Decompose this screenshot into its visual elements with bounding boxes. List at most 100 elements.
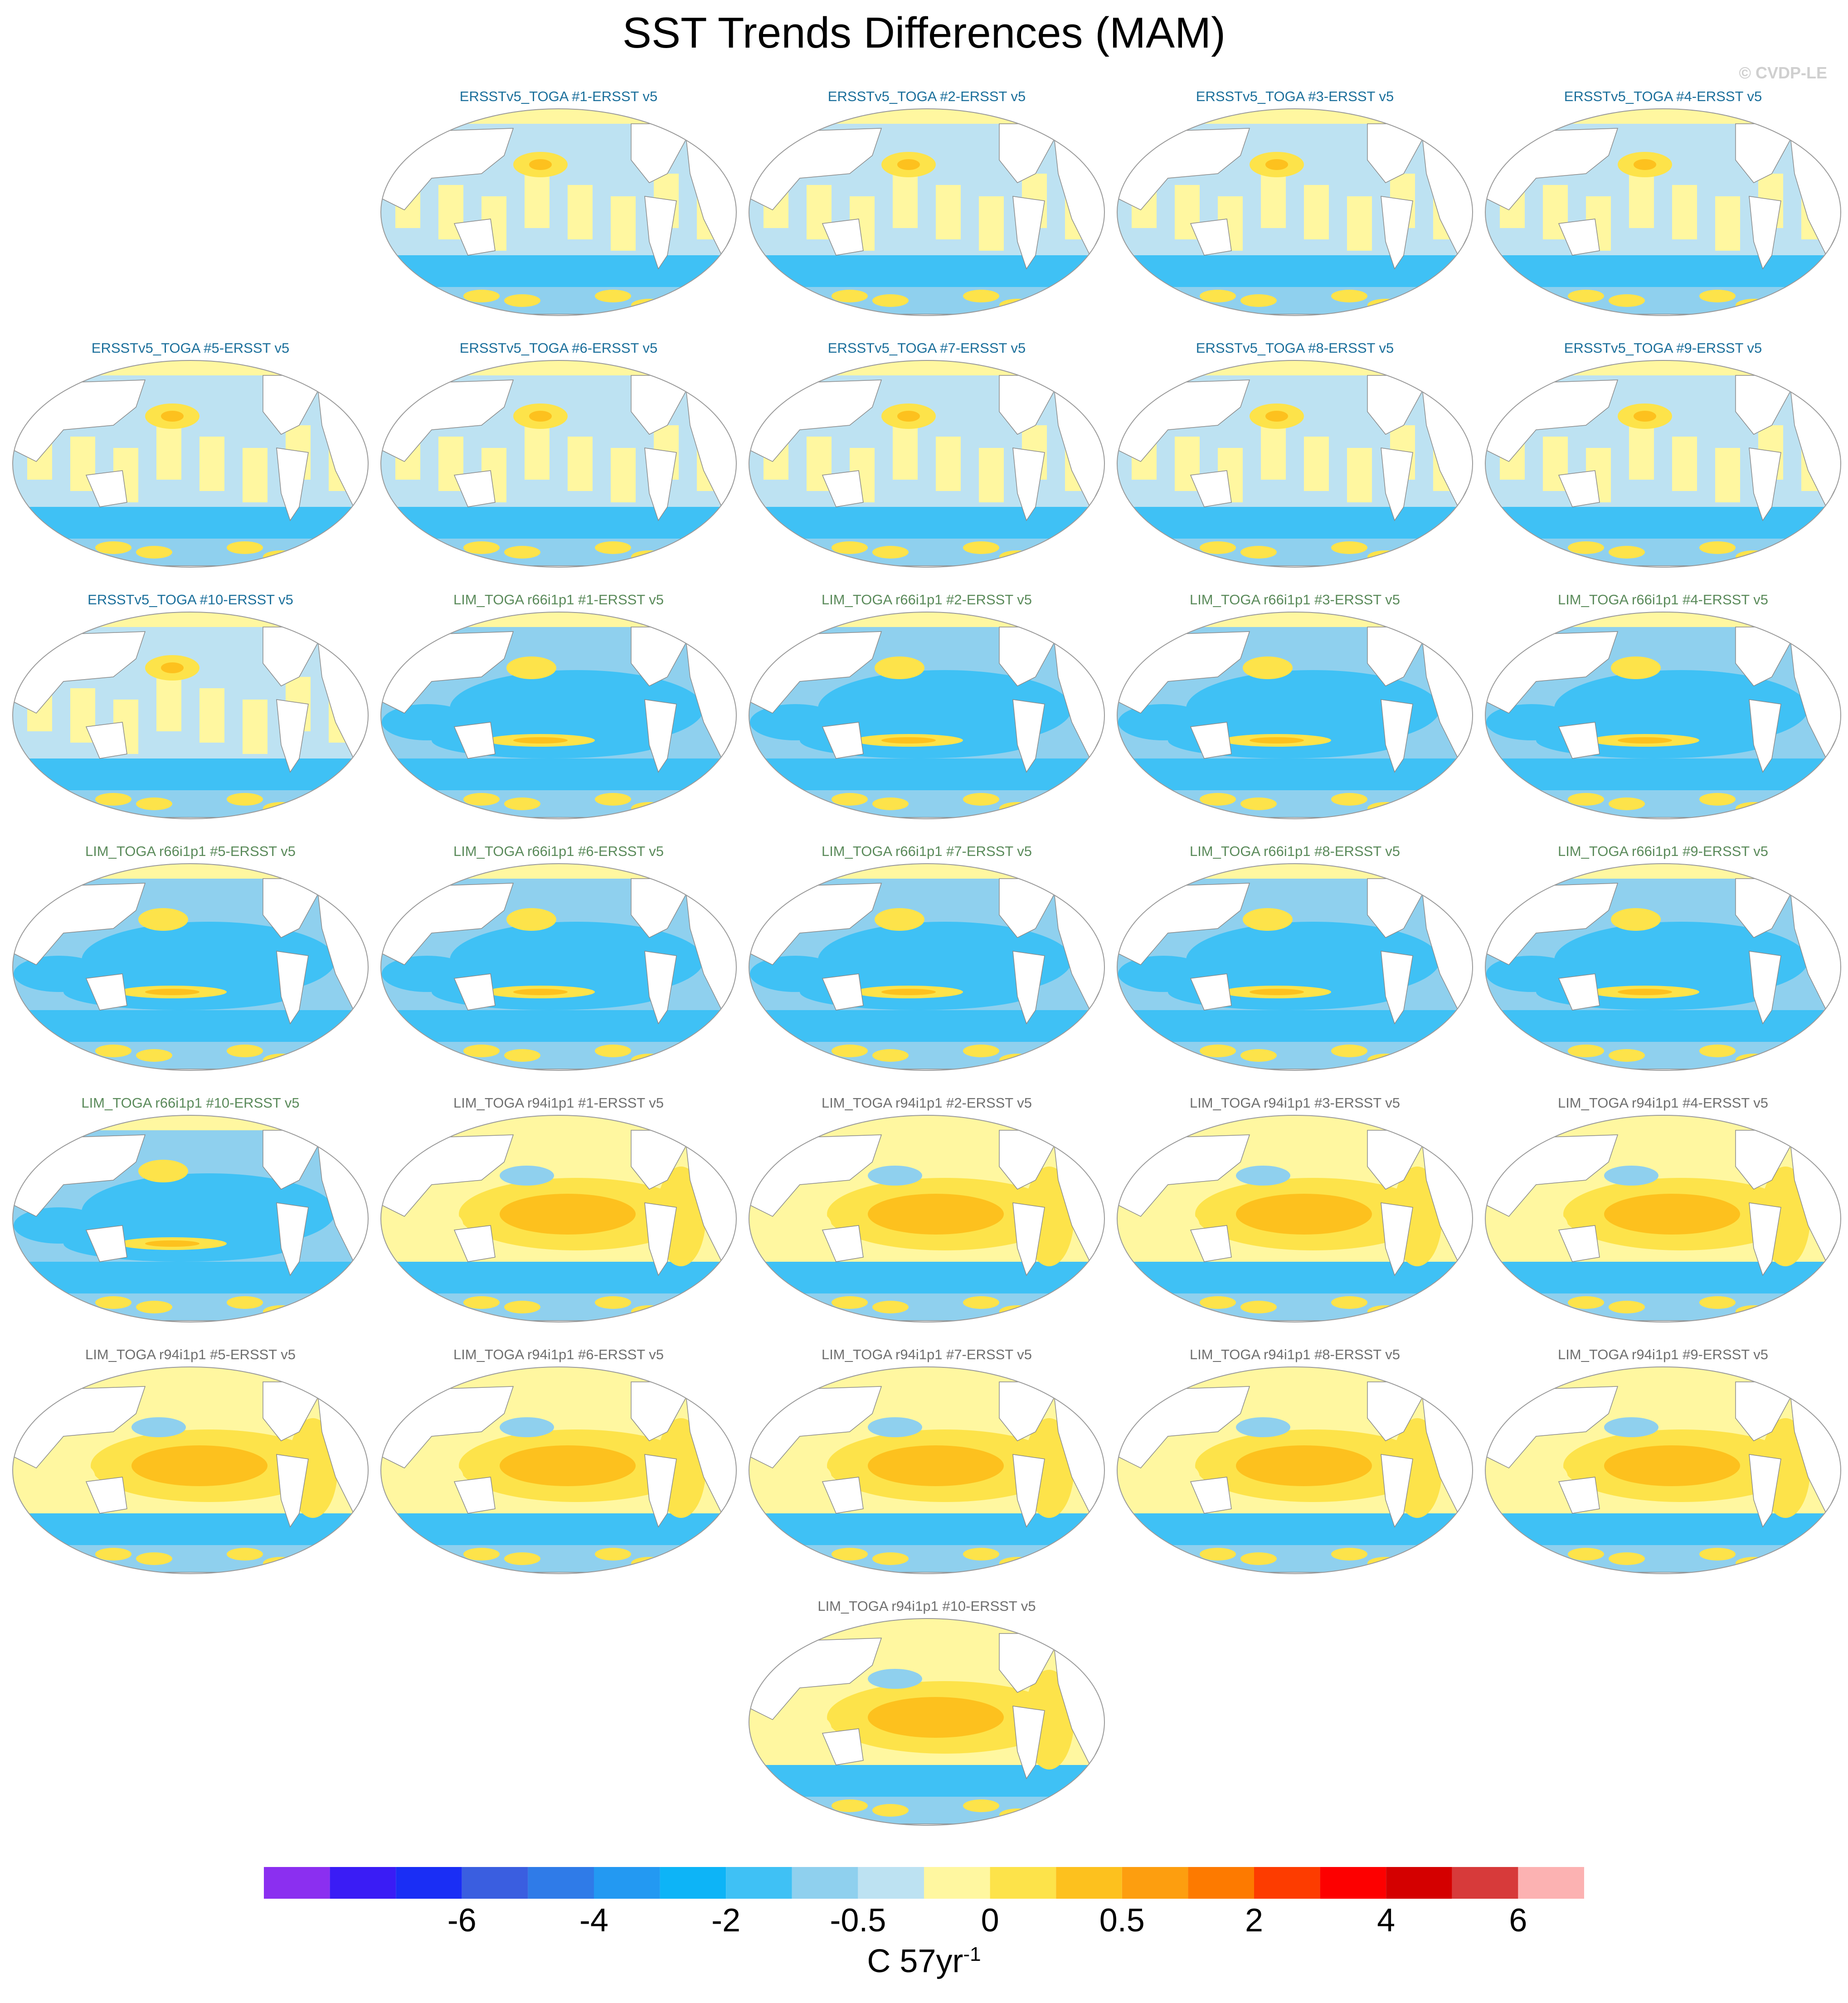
colorbar-swatch [1254,1867,1320,1899]
map-panel: LIM_TOGA r94i1p1 #10-ERSST v5 [745,1598,1108,1834]
panel-title: LIM_TOGA r66i1p1 #8-ERSST v5 [1189,843,1401,859]
colorbar-tick-label: 6 [1509,1902,1527,1939]
map-panel: LIM_TOGA r66i1p1 #4-ERSST v5 [1482,592,1844,827]
map-panel: LIM_TOGA r94i1p1 #5-ERSST v5 [9,1347,372,1582]
sst-trend-map [1485,612,1841,819]
map-panel: LIM_TOGA r66i1p1 #6-ERSST v5 [377,843,740,1079]
map-panel: ERSSTv5_TOGA #7-ERSST v5 [745,340,1108,576]
sst-trend-map [380,1366,737,1574]
map-panel: ERSSTv5_TOGA #10-ERSST v5 [9,592,372,827]
panel-title: LIM_TOGA r94i1p1 #7-ERSST v5 [821,1347,1032,1362]
sst-trend-map [380,108,737,316]
colorbar-swatch [924,1867,990,1899]
panel-title: LIM_TOGA r94i1p1 #1-ERSST v5 [453,1095,664,1111]
sst-trend-map [380,612,737,819]
colorbar-units: C 57yr-1 [0,1943,1848,1980]
map-panel: LIM_TOGA r66i1p1 #5-ERSST v5 [9,843,372,1079]
colorbar-swatch [726,1867,792,1899]
panel-title: LIM_TOGA r66i1p1 #4-ERSST v5 [1557,592,1769,608]
units-text: C 57yr [867,1943,963,1979]
colorbar-swatch [528,1867,594,1899]
sst-trend-map [1485,1115,1841,1322]
panel-title: ERSSTv5_TOGA #7-ERSST v5 [827,340,1026,356]
sst-trend-map [1117,1115,1473,1322]
colorbar-swatch [396,1867,462,1899]
copyright-label: © CVDP-LE [1739,63,1827,82]
sst-trend-map [749,1115,1105,1322]
colorbar-tick-label: 4 [1377,1902,1396,1939]
map-panel: LIM_TOGA r94i1p1 #4-ERSST v5 [1482,1095,1844,1331]
panel-title: LIM_TOGA r94i1p1 #10-ERSST v5 [817,1598,1036,1614]
colorbar-tick-label: -6 [447,1902,477,1939]
sst-trend-map [1117,863,1473,1071]
sst-trend-map [1117,612,1473,819]
map-panel: LIM_TOGA r66i1p1 #8-ERSST v5 [1114,843,1476,1079]
sst-trend-map [1485,108,1841,316]
colorbar-tick-label: 2 [1245,1902,1264,1939]
panel-title: LIM_TOGA r66i1p1 #6-ERSST v5 [453,843,664,859]
sst-trend-map [1485,863,1841,1071]
colorbar-swatch [1518,1867,1584,1899]
sst-trend-map [1485,360,1841,568]
map-panel: ERSSTv5_TOGA #1-ERSST v5 [377,88,740,324]
units-superscript: -1 [963,1943,981,1965]
colorbar-tick-label: -0.5 [830,1902,886,1939]
sst-trend-map [749,1618,1105,1826]
colorbar-tick-label: 0.5 [1099,1902,1145,1939]
panel-title: LIM_TOGA r94i1p1 #6-ERSST v5 [453,1347,664,1362]
map-panel: ERSSTv5_TOGA #4-ERSST v5 [1482,88,1844,324]
panel-title: ERSSTv5_TOGA #5-ERSST v5 [91,340,290,356]
sst-trend-map [12,360,369,568]
sst-trend-map [749,612,1105,819]
sst-trend-map [1117,1366,1473,1574]
colorbar-swatch [462,1867,528,1899]
panel-title: LIM_TOGA r94i1p1 #4-ERSST v5 [1557,1095,1769,1111]
panel-title: ERSSTv5_TOGA #6-ERSST v5 [459,340,658,356]
panel-title: LIM_TOGA r66i1p1 #2-ERSST v5 [821,592,1032,608]
colorbar-swatch [1386,1867,1452,1899]
colorbar-swatch [792,1867,858,1899]
map-panel: LIM_TOGA r94i1p1 #9-ERSST v5 [1482,1347,1844,1582]
figure-title: SST Trends Differences (MAM) [622,9,1226,57]
map-panel: LIM_TOGA r66i1p1 #10-ERSST v5 [9,1095,372,1331]
panel-title: LIM_TOGA r94i1p1 #5-ERSST v5 [85,1347,296,1362]
map-panel: LIM_TOGA r94i1p1 #2-ERSST v5 [745,1095,1108,1331]
sst-trend-map [380,863,737,1071]
colorbar-swatch [594,1867,660,1899]
map-panel: LIM_TOGA r66i1p1 #9-ERSST v5 [1482,843,1844,1079]
panel-title: LIM_TOGA r94i1p1 #3-ERSST v5 [1189,1095,1401,1111]
panel-title: LIM_TOGA r66i1p1 #7-ERSST v5 [821,843,1032,859]
panel-title: LIM_TOGA r66i1p1 #9-ERSST v5 [1557,843,1769,859]
colorbar-swatch [264,1867,330,1899]
panel-title: ERSSTv5_TOGA #10-ERSST v5 [88,592,293,608]
map-panel: LIM_TOGA r66i1p1 #3-ERSST v5 [1114,592,1476,827]
sst-trend-map [749,360,1105,568]
map-panel: LIM_TOGA r66i1p1 #2-ERSST v5 [745,592,1108,827]
colorbar-ticks: -6 -4 -2 -0.5 0 0.5 2 4 6 [0,1902,1848,1943]
panel-title: LIM_TOGA r66i1p1 #1-ERSST v5 [453,592,664,608]
colorbar-swatch [990,1867,1056,1899]
sst-trend-map [12,612,369,819]
colorbar-tick-label: -2 [711,1902,741,1939]
colorbar-swatch [1320,1867,1386,1899]
panel-title: ERSSTv5_TOGA #8-ERSST v5 [1196,340,1394,356]
colorbar-tick-label: 0 [981,1902,999,1939]
panel-title: LIM_TOGA r66i1p1 #10-ERSST v5 [81,1095,300,1111]
colorbar-swatch [1056,1867,1122,1899]
colorbar-swatch [858,1867,924,1899]
colorbar-swatch [660,1867,726,1899]
sst-trend-map [380,360,737,568]
map-panel: LIM_TOGA r66i1p1 #7-ERSST v5 [745,843,1108,1079]
panel-title: ERSSTv5_TOGA #4-ERSST v5 [1564,88,1762,104]
colorbar-swatch [1122,1867,1188,1899]
panel-title: ERSSTv5_TOGA #1-ERSST v5 [459,88,658,104]
colorbar [264,1867,1584,1899]
sst-trend-map [12,1366,369,1574]
map-panel: ERSSTv5_TOGA #3-ERSST v5 [1114,88,1476,324]
map-panel: LIM_TOGA r94i1p1 #8-ERSST v5 [1114,1347,1476,1582]
map-panel: LIM_TOGA r94i1p1 #6-ERSST v5 [377,1347,740,1582]
panel-title: LIM_TOGA r66i1p1 #5-ERSST v5 [85,843,296,859]
colorbar-swatch [1188,1867,1254,1899]
sst-trend-map [749,108,1105,316]
map-panel: LIM_TOGA r94i1p1 #1-ERSST v5 [377,1095,740,1331]
